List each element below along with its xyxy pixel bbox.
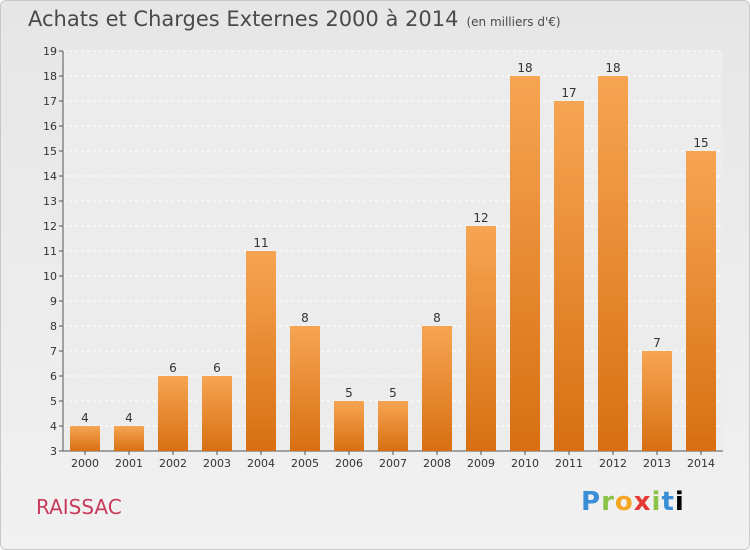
x-tick-label: 2007 — [379, 457, 407, 470]
x-tick-label: 2011 — [555, 457, 583, 470]
bar — [334, 401, 364, 451]
y-tick-label: 11 — [43, 245, 57, 258]
bar — [422, 326, 452, 451]
y-tick-label: 15 — [43, 145, 57, 158]
x-tick-label: 2003 — [203, 457, 231, 470]
bar — [510, 76, 540, 451]
data-label: 4 — [125, 411, 133, 425]
x-tick-label: 2009 — [467, 457, 495, 470]
bar — [686, 151, 716, 451]
data-label: 8 — [433, 311, 441, 325]
chart-title-text: Achats et Charges Externes 2000 à 2014 — [28, 7, 459, 31]
y-tick-label: 8 — [50, 320, 57, 333]
y-tick-label: 5 — [50, 395, 57, 408]
y-tick-label: 4 — [50, 420, 57, 433]
data-label: 6 — [169, 361, 177, 375]
y-tick-label: 12 — [43, 220, 57, 233]
data-label: 18 — [517, 61, 532, 75]
data-label: 4 — [81, 411, 89, 425]
y-tick-label: 13 — [43, 195, 57, 208]
x-tick-label: 2014 — [687, 457, 715, 470]
data-label: 8 — [301, 311, 309, 325]
bar — [642, 351, 672, 451]
x-tick-label: 2000 — [71, 457, 99, 470]
bar — [466, 226, 496, 451]
data-label: 18 — [605, 61, 620, 75]
y-tick-label: 14 — [43, 170, 57, 183]
y-tick-label: 10 — [43, 270, 57, 283]
y-tick-label: 3 — [50, 445, 57, 458]
x-tick-label: 2010 — [511, 457, 539, 470]
y-tick-label: 18 — [43, 70, 57, 83]
data-label: 5 — [345, 386, 353, 400]
proxiti-logo: Proxiti — [581, 487, 685, 517]
data-label: 6 — [213, 361, 221, 375]
y-tick-label: 16 — [43, 120, 57, 133]
x-tick-label: 2006 — [335, 457, 363, 470]
bar — [290, 326, 320, 451]
y-tick-label: 9 — [50, 295, 57, 308]
data-label: 5 — [389, 386, 397, 400]
bar — [378, 401, 408, 451]
x-tick-label: 2004 — [247, 457, 275, 470]
commune-name: RAISSAC — [36, 495, 122, 519]
x-tick-label: 2013 — [643, 457, 671, 470]
chart-title: Achats et Charges Externes 2000 à 2014 (e… — [28, 7, 561, 31]
x-tick-label: 2005 — [291, 457, 319, 470]
bar — [554, 101, 584, 451]
bar — [114, 426, 144, 451]
x-tick-label: 2002 — [159, 457, 187, 470]
data-label: 17 — [561, 86, 576, 100]
bar — [598, 76, 628, 451]
bar — [70, 426, 100, 451]
data-label: 12 — [473, 211, 488, 225]
y-tick-label: 17 — [43, 95, 57, 108]
bar — [158, 376, 188, 451]
y-tick-label: 19 — [43, 45, 57, 58]
data-label: 7 — [653, 336, 661, 350]
y-tick-label: 7 — [50, 345, 57, 358]
bar — [202, 376, 232, 451]
y-tick-label: 6 — [50, 370, 57, 383]
x-tick-label: 2008 — [423, 457, 451, 470]
x-tick-label: 2001 — [115, 457, 143, 470]
data-label: 15 — [693, 136, 708, 150]
data-label: 11 — [253, 236, 268, 250]
chart-subtitle: (en milliers d'€) — [466, 15, 561, 29]
bar — [246, 251, 276, 451]
x-tick-label: 2012 — [599, 457, 627, 470]
